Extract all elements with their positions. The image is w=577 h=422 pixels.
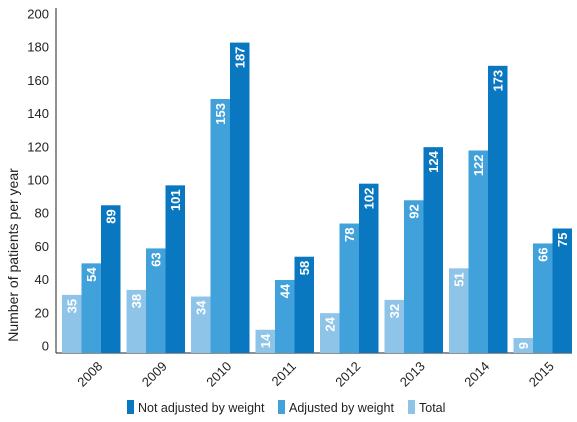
y-axis-title: Number of patients per year [5, 168, 21, 342]
legend-label: Adjusted by weight [289, 401, 394, 415]
bar-group-2010: 34 153 187 [191, 42, 250, 354]
y-tick-label: 200 [27, 7, 49, 22]
bar-group-2011: 14 44 58 [255, 256, 314, 353]
bar [404, 200, 424, 353]
legend-label: Not adjusted by weight [138, 401, 265, 415]
y-axis-ticks: 0 20 40 60 80 100 120 140 160 180 200 [27, 7, 49, 354]
bar-value-label: 78 [342, 228, 357, 242]
bar-value-label: 102 [361, 188, 376, 210]
x-tick-label: 2014 [461, 359, 492, 390]
bar-group-2008: 35 54 89 [62, 205, 121, 353]
bar [101, 205, 121, 353]
bar [255, 329, 275, 353]
bar-value-label: 14 [258, 333, 273, 348]
bar-value-label: 44 [277, 283, 292, 298]
bar [294, 256, 314, 353]
x-tick-label: 2010 [203, 359, 234, 390]
bar [320, 313, 340, 353]
bar-value-label: 51 [451, 272, 466, 286]
bar-value-label: 24 [322, 316, 337, 331]
x-tick-label: 2012 [332, 359, 363, 390]
bar [165, 185, 185, 353]
bar-value-label: 58 [297, 261, 312, 275]
legend-item: Total [408, 400, 445, 415]
bar [359, 183, 379, 353]
bar [449, 268, 469, 353]
bar [210, 99, 230, 354]
legend-swatch [278, 400, 285, 414]
bar-value-label: 89 [103, 209, 118, 223]
bar [423, 147, 443, 353]
bar [488, 65, 508, 353]
legend-item: Adjusted by weight [278, 400, 394, 415]
bar [62, 294, 82, 353]
legend-swatch [408, 400, 415, 414]
x-tick-label: 2011 [268, 359, 298, 389]
bar-group-2012: 24 78 102 [320, 183, 379, 353]
bar-groups: 35 54 89 38 63 101 34 153 187 14 44 58 24 78 102 32 92 12… [62, 42, 572, 354]
bar-group-2009: 38 63 101 [126, 185, 185, 353]
x-axis-labels: 2008 2009 2010 2011 2012 2013 2014 2015 [74, 359, 557, 390]
bar [468, 150, 488, 353]
bar [552, 228, 572, 353]
bar [513, 338, 533, 353]
bar-value-label: 32 [387, 304, 402, 318]
bar [230, 42, 250, 354]
x-tick-label: 2015 [526, 359, 557, 390]
bar-value-label: 54 [84, 267, 99, 282]
bar [384, 299, 404, 353]
y-tick-label: 100 [27, 173, 49, 188]
x-tick-label: 2009 [139, 359, 170, 390]
bar [339, 223, 359, 353]
y-tick-label: 180 [27, 40, 49, 55]
y-tick-label: 80 [35, 206, 49, 221]
bar [81, 263, 101, 353]
y-tick-label: 160 [27, 73, 49, 88]
legend: Not adjusted by weight Adjusted by weight… [127, 400, 445, 415]
bar-value-label: 66 [535, 247, 550, 261]
x-tick-label: 2008 [74, 359, 105, 390]
bar [533, 243, 553, 353]
bar-value-label: 153 [213, 103, 228, 125]
bar-value-label: 63 [148, 252, 163, 266]
bar-value-label: 187 [232, 47, 247, 69]
bar-value-label: 38 [129, 294, 144, 308]
bar [275, 279, 295, 353]
bar-value-label: 9 [516, 342, 531, 349]
bar [126, 289, 146, 353]
bar-value-label: 75 [555, 233, 570, 247]
bar-value-label: 173 [490, 70, 505, 92]
bar-group-2013: 32 92 124 [384, 147, 443, 353]
bar-value-label: 122 [471, 154, 486, 176]
bar-value-label: 35 [64, 299, 79, 313]
bar-value-label: 124 [426, 150, 441, 172]
bar [191, 296, 211, 353]
x-tick-label: 2013 [397, 359, 428, 390]
bar-value-label: 92 [406, 204, 421, 218]
y-tick-label: 20 [35, 305, 49, 320]
y-tick-label: 60 [35, 239, 49, 254]
bar [146, 248, 166, 353]
y-tick-label: 0 [42, 339, 49, 354]
bar-group-2014: 51 122 173 [449, 65, 508, 353]
bar-value-label: 101 [168, 189, 183, 211]
y-tick-label: 40 [35, 272, 49, 287]
bar-group-2015: 9 66 75 [513, 228, 572, 353]
y-tick-label: 140 [27, 106, 49, 121]
bar-value-label: 34 [193, 300, 208, 315]
legend-item: Not adjusted by weight [127, 400, 265, 415]
y-tick-label: 120 [27, 139, 49, 154]
legend-label: Total [419, 401, 445, 415]
legend-swatch [127, 400, 134, 414]
